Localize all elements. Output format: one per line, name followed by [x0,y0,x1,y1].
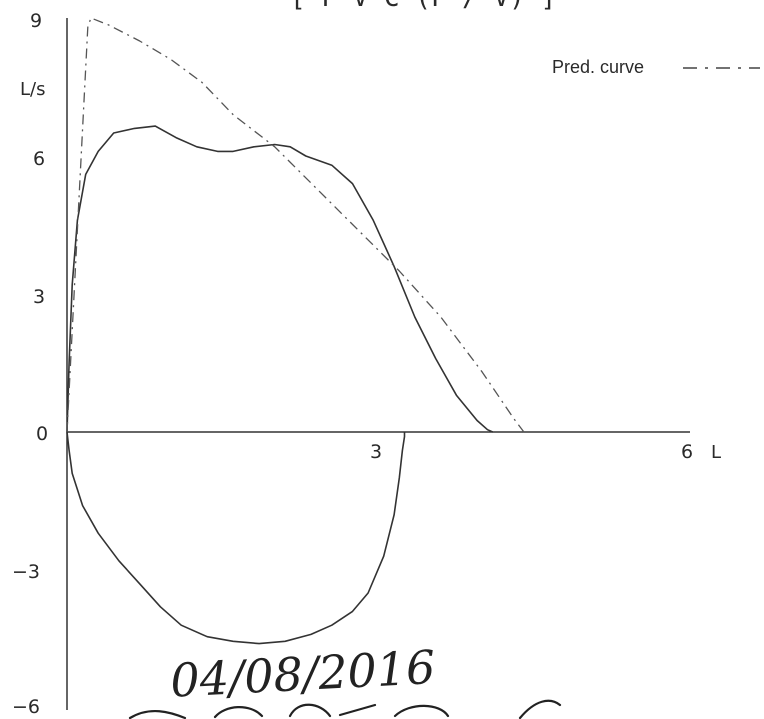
x-axis-label: L [711,442,721,463]
series-line-pred-curve [66,17,525,433]
legend-label: Pred. curve [552,57,644,77]
series-line-measured [66,125,494,433]
x-tick-label-6: 6 [681,441,693,463]
series-layer [66,17,525,645]
chart-title: [ F V C (F / V) ] [290,0,556,13]
y-axis-label: L/s [20,79,45,100]
handwritten-signature-scribble [128,699,562,719]
y-tick-label-6: 6 [33,148,45,170]
handwritten-date: 04/08/2016 [169,640,437,708]
x-tick-label-3: 3 [370,441,382,463]
y-tick-label-3: 3 [33,286,45,308]
y-tick-label-neg3: −3 [12,561,40,583]
y-tick-label-0: 0 [36,423,48,445]
y-tick-label-neg6: −6 [12,696,40,718]
series-line-inspiratory [66,431,406,645]
y-tick-label-9: 9 [30,10,42,32]
